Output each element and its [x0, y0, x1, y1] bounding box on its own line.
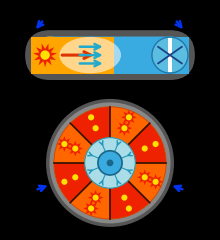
Circle shape [40, 50, 50, 60]
Circle shape [121, 195, 127, 201]
Circle shape [142, 145, 148, 152]
Ellipse shape [59, 37, 121, 73]
Polygon shape [137, 141, 153, 156]
Polygon shape [88, 120, 103, 136]
Polygon shape [121, 109, 137, 125]
Circle shape [107, 160, 113, 166]
Circle shape [152, 141, 159, 147]
Circle shape [88, 114, 94, 120]
Wedge shape [110, 107, 150, 163]
Polygon shape [83, 201, 99, 216]
Circle shape [54, 107, 166, 219]
Circle shape [152, 179, 159, 185]
Circle shape [72, 145, 78, 152]
Bar [114, 36, 189, 74]
Circle shape [142, 174, 148, 180]
Circle shape [93, 125, 99, 131]
Polygon shape [148, 174, 163, 190]
Wedge shape [110, 163, 150, 219]
Wedge shape [110, 123, 166, 163]
Circle shape [152, 37, 188, 73]
Circle shape [72, 174, 78, 180]
Bar [31, 36, 114, 74]
Polygon shape [117, 190, 132, 205]
Circle shape [126, 114, 132, 120]
Circle shape [48, 101, 172, 225]
Wedge shape [70, 107, 110, 163]
Polygon shape [83, 109, 99, 125]
Circle shape [126, 205, 132, 212]
Wedge shape [54, 163, 110, 203]
Circle shape [98, 151, 122, 175]
Polygon shape [137, 169, 153, 185]
Circle shape [61, 179, 68, 185]
Polygon shape [33, 43, 57, 67]
Polygon shape [117, 120, 132, 136]
Circle shape [151, 36, 189, 74]
Circle shape [85, 138, 135, 188]
Wedge shape [54, 123, 110, 163]
Polygon shape [67, 141, 83, 156]
Polygon shape [67, 169, 83, 185]
Wedge shape [110, 163, 166, 203]
Wedge shape [70, 163, 110, 219]
Polygon shape [57, 136, 72, 152]
Polygon shape [57, 174, 72, 190]
Circle shape [121, 125, 127, 131]
Polygon shape [121, 201, 137, 216]
Circle shape [93, 195, 99, 201]
Polygon shape [88, 190, 103, 205]
Circle shape [61, 141, 68, 147]
Bar [168, 38, 172, 72]
Circle shape [88, 205, 94, 212]
Polygon shape [148, 136, 163, 152]
Circle shape [31, 36, 69, 74]
FancyBboxPatch shape [29, 34, 191, 77]
FancyBboxPatch shape [31, 36, 189, 74]
